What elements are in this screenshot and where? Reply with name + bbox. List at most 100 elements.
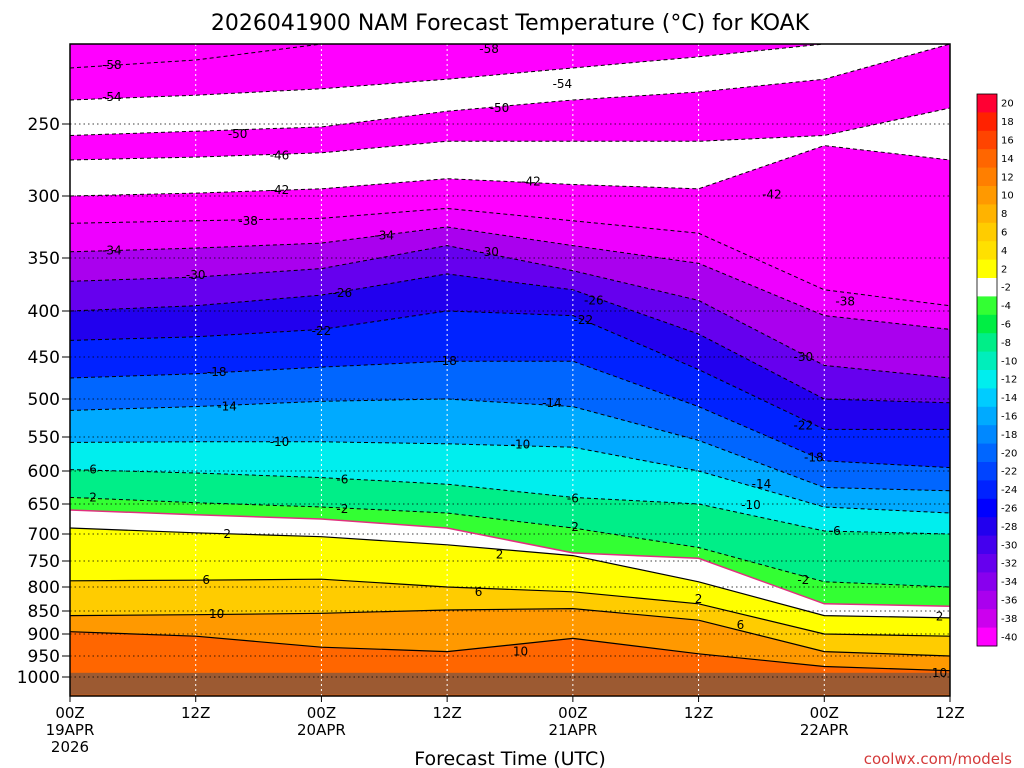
y-tick-label: 800 — [28, 578, 60, 598]
y-axis: 250 300 350 400 450 500 550 600 650 700 750 800 850 9… — [17, 115, 70, 688]
colorbar-label: 2 — [1001, 264, 1007, 275]
colorbar-swatch--40 — [977, 627, 997, 647]
contour-label: -22 — [574, 313, 594, 327]
y-tick-label: 1000 — [17, 668, 60, 688]
colorbar-label: -30 — [1001, 540, 1017, 551]
colorbar-swatch-12 — [977, 167, 997, 187]
colorbar-swatch--26 — [977, 498, 997, 518]
colorbar-label: -24 — [1001, 485, 1017, 496]
colorbar-swatch-2 — [977, 259, 997, 279]
colorbar-label: -40 — [1001, 632, 1017, 643]
contour-line-6 — [70, 578, 950, 637]
contour-line-10 — [70, 607, 950, 657]
contour-label: 10 — [209, 607, 224, 621]
y-tick-label: 900 — [28, 625, 60, 645]
x-axis-label: Forecast Time (UTC) — [414, 748, 605, 768]
y-tick-label: 250 — [28, 115, 60, 135]
contour-label: -26 — [584, 293, 604, 307]
plot-area: -58 -58 -54 -54 -50 -50 -46 -42 -42 -42 -38 -38 -34 -… — [70, 44, 950, 696]
colorbar-swatch--4 — [977, 296, 997, 316]
colorbar: 20 18 16 14 12 10 8 6 4 2 -2 -4 -6 -8 -10 -12 -14 -16 -18 -… — [976, 93, 1017, 647]
colorbar-swatch--8 — [977, 333, 997, 353]
colorbar-label: -22 — [1001, 467, 1017, 478]
colorbar-swatch--36 — [977, 590, 997, 610]
colorbar-swatch--18 — [977, 425, 997, 445]
contour-label: 2 — [496, 548, 504, 562]
y-tick-label: 600 — [28, 462, 60, 482]
y-tick-label: 350 — [28, 249, 60, 269]
credit-text: coolwx.com/models — [864, 750, 1012, 768]
contour-label: -30 — [794, 350, 814, 364]
contour-label: -34 — [374, 229, 394, 243]
chart-title: 2026041900 NAM Forecast Temperature (°C)… — [211, 11, 810, 36]
ground-strip — [70, 672, 950, 695]
contour-label: -38 — [238, 214, 258, 228]
grid-lines — [70, 44, 950, 696]
colorbar-label: -38 — [1001, 614, 1017, 625]
contour-labels: -58 -58 -54 -54 -50 -50 -46 -42 -42 -42 -38 -38 -34 -… — [85, 44, 947, 680]
contour-label: -30 — [186, 268, 206, 282]
contour-line--18 — [70, 360, 950, 469]
colorbar-swatch--28 — [977, 517, 997, 537]
contour-label: -2 — [336, 502, 348, 516]
contour-label: -14 — [542, 396, 562, 410]
contour-line-2 — [70, 527, 950, 619]
x-tick-label: 12Z — [935, 704, 964, 722]
contour-line--26 — [70, 273, 950, 404]
contour-label: 10 — [932, 666, 947, 680]
colorbar-label: 8 — [1001, 209, 1007, 220]
temperature-bands — [70, 44, 950, 696]
x-tick-label: 20APR — [297, 721, 346, 739]
colorbar-label: -20 — [1001, 448, 1017, 459]
contour-label: -2 — [567, 520, 579, 534]
contour-label: -6 — [336, 473, 348, 487]
colorbar-frame — [976, 93, 998, 647]
colorbar-swatch--34 — [977, 572, 997, 592]
y-tick-label: 950 — [28, 647, 60, 667]
contour-label: 2 — [695, 592, 703, 606]
colorbar-label: -32 — [1001, 559, 1017, 570]
colorbar-swatch-4 — [977, 241, 997, 261]
colorbar-swatch--10 — [977, 351, 997, 371]
contour-label: -10 — [511, 437, 531, 451]
contour-line--14 — [70, 398, 950, 492]
x-tick-label: 00Z — [558, 704, 587, 722]
x-tick-label: 2026 — [51, 738, 89, 756]
y-tick-label: 400 — [28, 302, 60, 322]
colorbar-swatch--32 — [977, 554, 997, 573]
y-tick-label: 550 — [28, 428, 60, 448]
contour-label: -26 — [333, 286, 353, 300]
contour-line-14 — [70, 631, 950, 672]
colorbar-label: 10 — [1001, 191, 1014, 202]
colorbar-label: -6 — [1001, 320, 1011, 331]
colorbar-swatch-16 — [977, 130, 997, 150]
colorbar-label: -36 — [1001, 596, 1017, 607]
contour-label: 10 — [513, 645, 528, 659]
contour-label: -42 — [521, 175, 541, 189]
contour-label: -46 — [270, 149, 290, 163]
colorbar-label: -2 — [1001, 283, 1011, 294]
colorbar-swatch--38 — [977, 609, 997, 629]
colorbar-swatch-20 — [977, 94, 997, 113]
x-tick-label: 00Z — [307, 704, 336, 722]
colorbar-swatch--20 — [977, 443, 997, 463]
colorbar-swatch-8 — [977, 204, 997, 224]
y-tick-label: 300 — [28, 187, 60, 207]
contour-label: -50 — [490, 101, 510, 115]
colorbar-swatch-6 — [977, 222, 997, 242]
colorbar-label: -12 — [1001, 375, 1017, 386]
contour-label: -50 — [228, 127, 248, 141]
contour-label: -10 — [270, 435, 290, 449]
contour-label: -42 — [762, 188, 782, 202]
colorbar-label: -10 — [1001, 356, 1017, 367]
colorbar-swatch--12 — [977, 370, 997, 389]
colorbar-label: -16 — [1001, 412, 1017, 423]
colorbar-swatch-18 — [977, 112, 997, 132]
x-tick-label: 12Z — [432, 704, 461, 722]
colorbar-label: 18 — [1001, 117, 1014, 128]
contour-label: -34 — [102, 244, 122, 258]
colorbar-swatch--30 — [977, 535, 997, 555]
contour-label: 6 — [737, 618, 745, 632]
colorbar-swatch--14 — [977, 388, 997, 408]
